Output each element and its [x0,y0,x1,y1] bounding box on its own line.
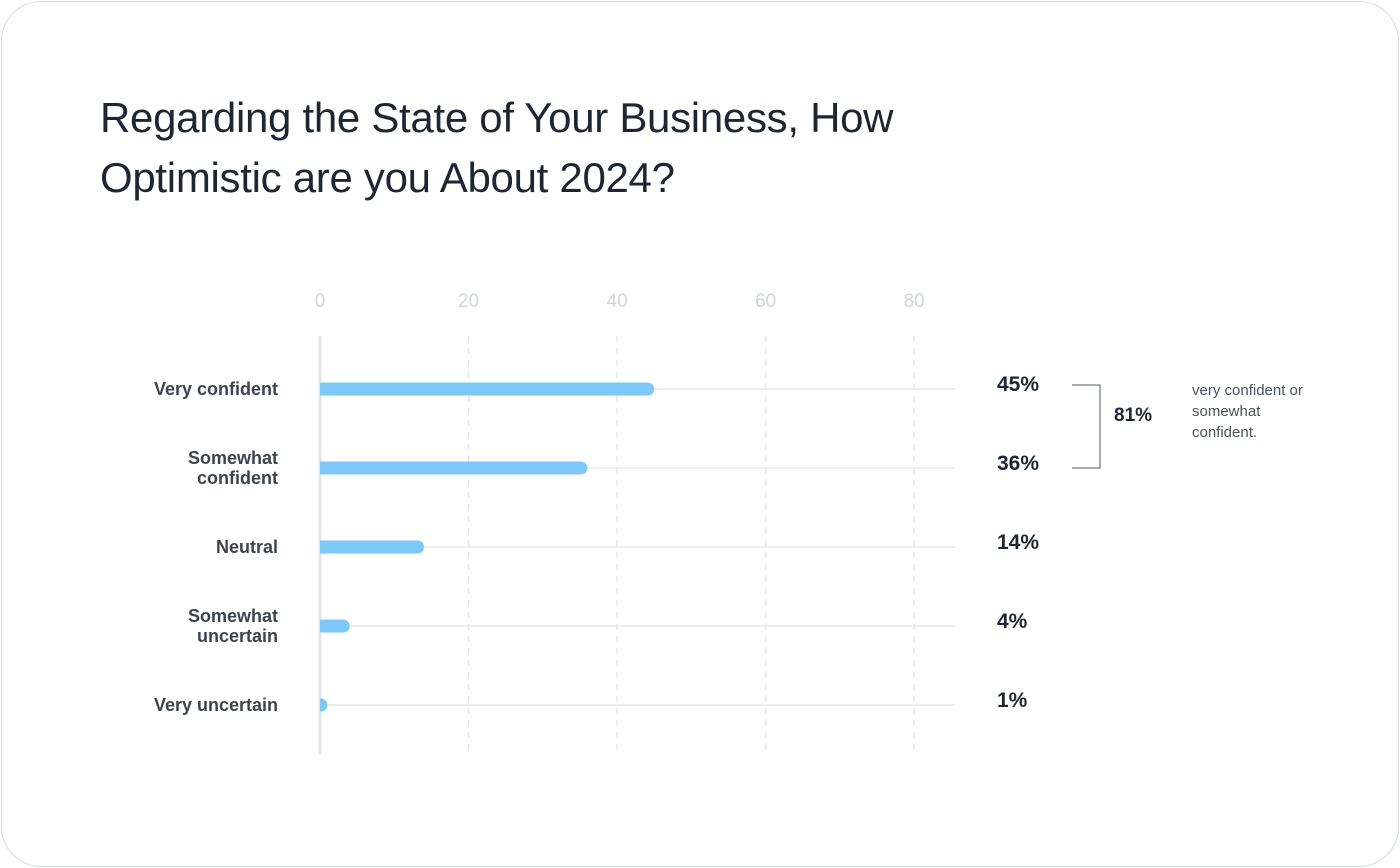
x-tick-label: 40 [607,291,628,312]
category-label: Somewhat confident [187,448,278,488]
bar [320,698,328,712]
bar [320,382,655,396]
x-tick-label: 0 [315,291,326,312]
category-label: Very confident [153,379,278,399]
category-label: Somewhat uncertain [187,606,278,646]
bracket [1072,384,1101,469]
bar [320,540,424,554]
value-label: 36% [997,452,1040,475]
bar [320,461,588,475]
x-tick-label: 20 [458,291,479,312]
value-label: 4% [997,610,1028,633]
value-label: 14% [997,531,1040,554]
x-tick-label: 80 [904,291,925,312]
chart-title: Regarding the State of Your Business, Ho… [100,94,894,201]
bar [320,619,350,633]
annotation: very confident or somewhat confident. [1192,382,1303,441]
x-tick-label: 60 [755,291,776,312]
category-label: Very uncertain [153,695,278,715]
value-label: 45% [997,373,1040,396]
bracket-label: 81% [1114,405,1153,426]
category-label: Neutral [215,537,278,557]
value-label: 1% [997,689,1028,712]
